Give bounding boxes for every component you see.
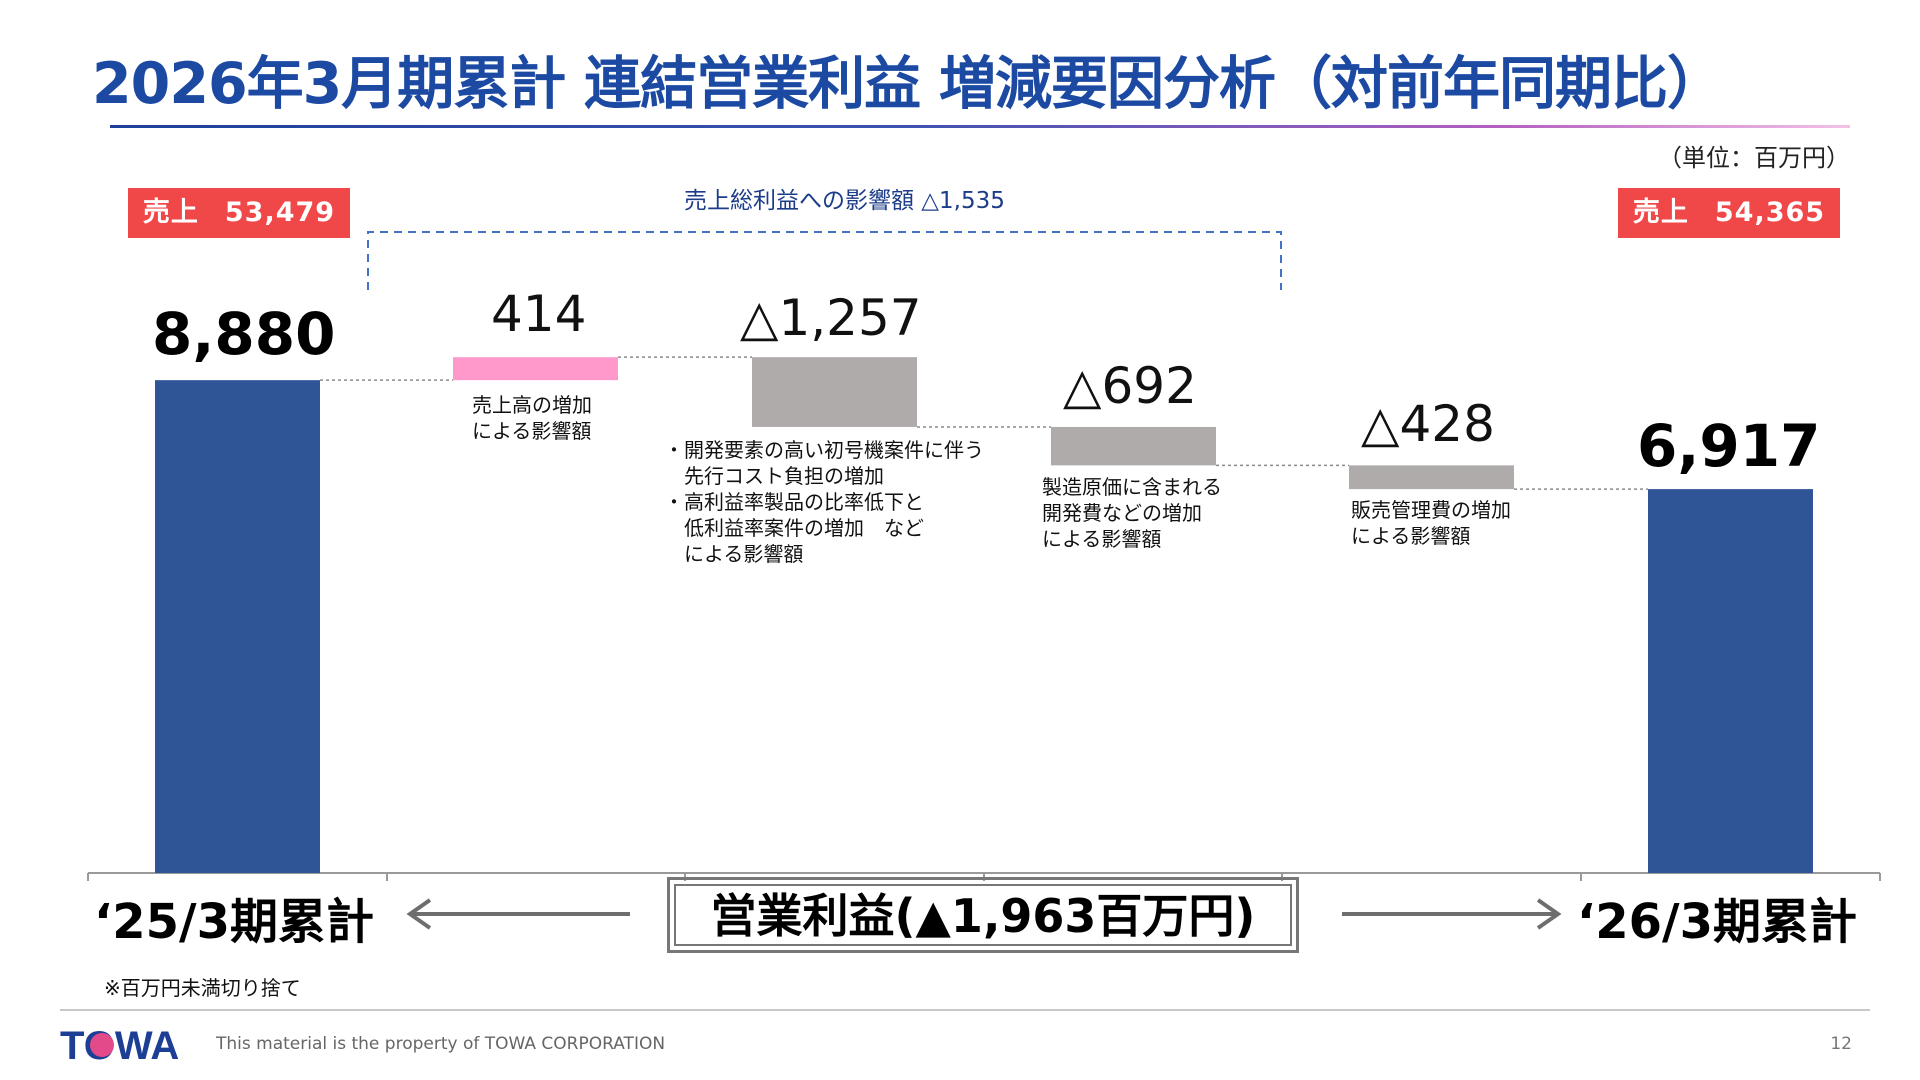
bar-label-start: 8,880	[152, 300, 336, 368]
sales-badge-left-label: 売上	[142, 197, 199, 228]
sales-badge-left: 売上 53,479	[128, 188, 350, 238]
note-sales-increase: 売上高の増加 による影響額	[472, 393, 592, 443]
bar-label-dev-cost: △1,257	[740, 289, 922, 347]
title-underline	[110, 125, 1850, 128]
logo-mark-icon	[90, 1033, 114, 1057]
sales-badge-left-value: 53,479	[224, 197, 336, 228]
footer-divider	[60, 1009, 1870, 1011]
bar-label-sales-increase: 414	[491, 285, 587, 343]
arrow-right-icon	[1536, 898, 1562, 930]
bar-label-end: 6,917	[1637, 412, 1821, 480]
note-sga: 販売管理費の増加 による影響額	[1351, 498, 1511, 548]
towa-logo: TOWA	[60, 1024, 179, 1065]
gross-profit-bracket	[367, 231, 1282, 290]
bar-0	[155, 380, 320, 873]
sales-badge-right-label: 売上	[1632, 197, 1689, 228]
gross-profit-impact-label: 売上総利益への影響額 △1,535	[684, 188, 1005, 214]
bar-5	[1648, 489, 1813, 873]
logo-text: TOWA	[60, 1024, 179, 1065]
period-left: ‘25/3期累計	[94, 894, 374, 950]
page-number: 12	[1830, 1034, 1852, 1054]
note-dev-cost: ・開発要素の高い初号機案件に伴う 先行コスト負担の増加 ・高利益率製品の比率低下…	[664, 438, 984, 566]
arrow-left-icon	[406, 898, 432, 930]
operating-profit-label: 営業利益(▲1,963百万円)	[674, 884, 1292, 946]
bar-1	[453, 357, 618, 381]
period-right: ‘26/3期累計	[1577, 894, 1857, 950]
bar-label-mfg-cost: △692	[1063, 357, 1197, 415]
page-title: 2026年3月期累計 連結営業利益 増減要因分析（対前年同期比）	[92, 51, 1724, 117]
bar-3	[1051, 426, 1216, 466]
footnote: ※百万円未満切り捨て	[104, 976, 301, 1000]
bar-2	[752, 357, 917, 427]
operating-profit-box: 営業利益(▲1,963百万円)	[667, 877, 1299, 953]
unit-label: （単位：百万円）	[1658, 144, 1850, 172]
sales-badge-right-value: 54,365	[1714, 197, 1826, 228]
bar-4	[1349, 465, 1514, 490]
sales-badge-right: 売上 54,365	[1618, 188, 1840, 238]
note-mfg-cost: 製造原価に含まれる 開発費などの増加 による影響額	[1042, 475, 1222, 551]
bar-label-sga: △428	[1361, 395, 1495, 453]
copyright-text: This material is the property of TOWA CO…	[216, 1034, 666, 1054]
